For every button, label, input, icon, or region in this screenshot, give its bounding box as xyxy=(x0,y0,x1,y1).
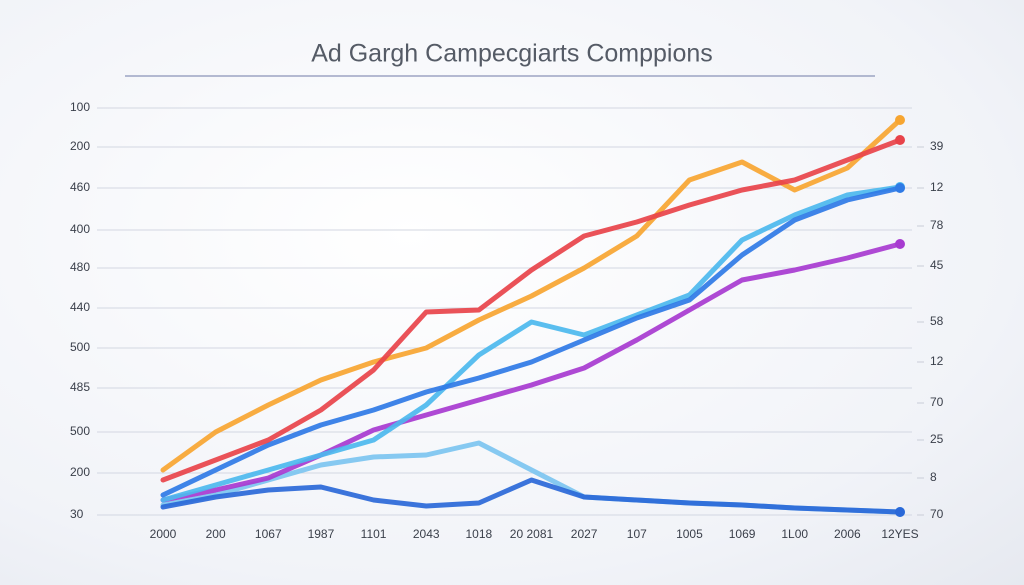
y-tick-label: 485 xyxy=(70,380,90,394)
x-tick-label: 1005 xyxy=(676,527,703,541)
end-point xyxy=(895,507,905,517)
chart-title: Ad Gargh Campecgiarts Comppions xyxy=(311,40,713,68)
x-tick-label: 107 xyxy=(627,527,647,541)
y2-tick-label: 78 xyxy=(930,218,944,232)
y2-tick-label: 70 xyxy=(930,507,944,521)
y-tick-label: 30 xyxy=(70,507,84,521)
x-tick-label: 2027 xyxy=(571,527,598,541)
x-tick-label: 1987 xyxy=(308,527,335,541)
y2-tick-label: 58 xyxy=(930,314,944,328)
y2-tick-label: 8 xyxy=(930,470,937,484)
y2-tick-label: 39 xyxy=(930,139,944,153)
x-tick-label: 2006 xyxy=(834,527,861,541)
y-tick-label: 440 xyxy=(70,300,90,314)
end-point xyxy=(895,135,905,145)
end-point xyxy=(895,183,905,193)
x-tick-label: 2000 xyxy=(150,527,177,541)
x-tick-label: 1018 xyxy=(466,527,493,541)
y2-tick-label: 25 xyxy=(930,432,944,446)
x-tick-label: 200 xyxy=(206,527,226,541)
y-tick-label: 400 xyxy=(70,222,90,236)
series-line xyxy=(160,137,903,483)
x-tick-label: 1L00 xyxy=(781,527,808,541)
y-tick-label: 480 xyxy=(70,260,90,274)
end-point xyxy=(895,239,905,249)
y-tick-label: 460 xyxy=(70,180,90,194)
y-tick-label: 100 xyxy=(70,100,90,114)
y2-tick-label: 45 xyxy=(930,258,944,272)
y2-tick-label: 70 xyxy=(930,395,944,409)
y-tick-label: 500 xyxy=(70,340,90,354)
series-line xyxy=(160,117,903,473)
y-tick-label: 200 xyxy=(70,465,90,479)
series-line xyxy=(160,185,903,498)
y2-tick-label: 12 xyxy=(930,180,944,194)
series-line xyxy=(160,184,903,503)
y2-tick-label: 12 xyxy=(930,354,944,368)
y-tick-label: 200 xyxy=(70,139,90,153)
x-tick-label: 1069 xyxy=(729,527,756,541)
series-line xyxy=(160,241,903,503)
x-tick-label: 1067 xyxy=(255,527,282,541)
x-tick-label: 1101 xyxy=(361,527,387,541)
end-point xyxy=(895,115,905,125)
x-tick-label: 20 2081 xyxy=(510,527,554,541)
x-tick-label: 2043 xyxy=(413,527,440,541)
y-tick-label: 500 xyxy=(70,424,90,438)
series-line xyxy=(160,477,903,515)
x-tick-label: 12YES xyxy=(881,527,918,541)
